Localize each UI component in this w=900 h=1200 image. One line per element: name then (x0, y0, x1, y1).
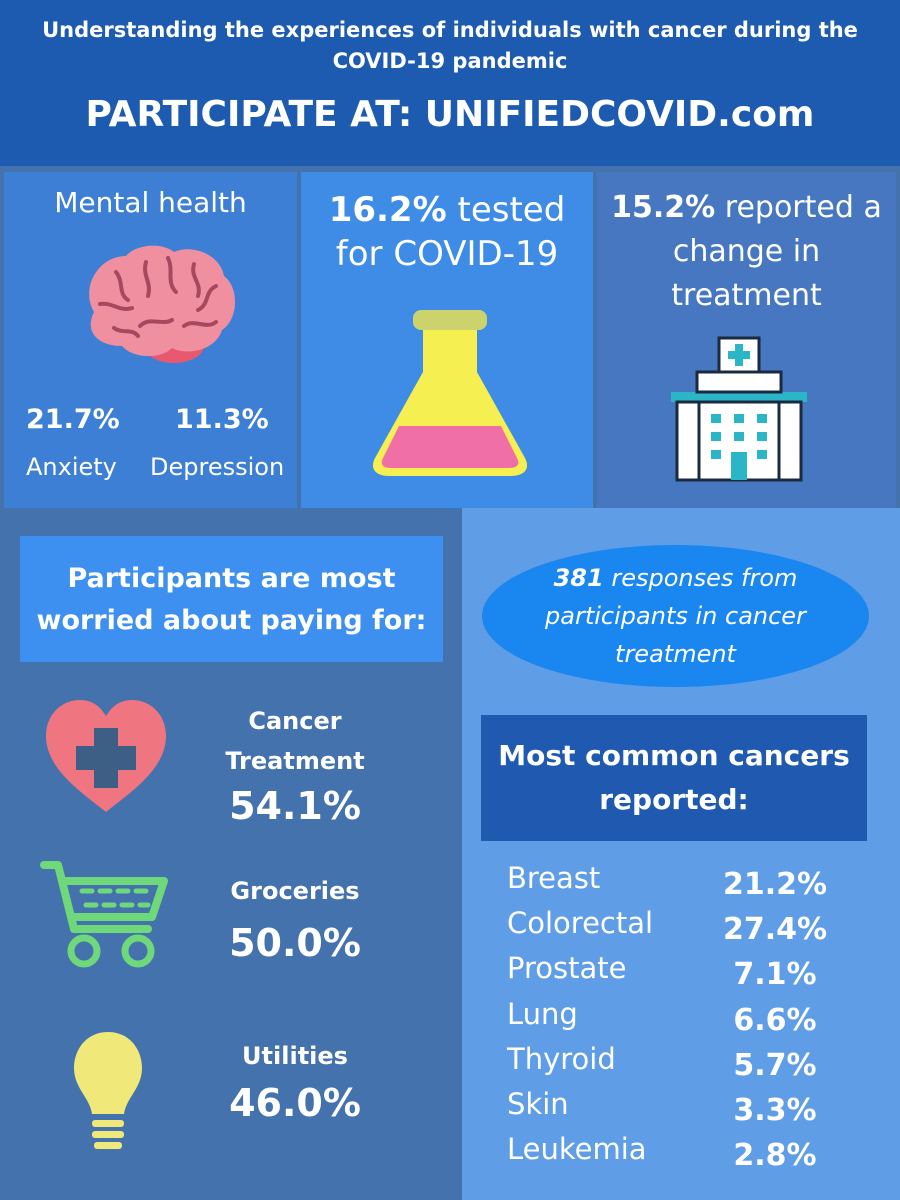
responses-text-3: treatment (615, 640, 736, 668)
shopping-cart-icon (40, 861, 168, 968)
responses-count: 381 (553, 564, 604, 592)
worry-item-label: Cancer Treatment (190, 701, 400, 781)
cancers-heading-box: Most common cancers reported: (481, 715, 867, 841)
cancer-name: Colorectal (507, 906, 654, 940)
cancer-name: Prostate (507, 951, 627, 985)
light-bulb-icon (74, 1032, 142, 1149)
treatment-change-text-3: treatment (671, 278, 822, 313)
tested-text-1: tested (457, 190, 566, 230)
groceries-value: 50.0% (229, 921, 361, 965)
anxiety-label: Anxiety (26, 453, 117, 481)
cancer-value: 5.7% (733, 1048, 817, 1083)
worries-heading-2: worried about paying for: (36, 605, 427, 636)
cancer-value: 2.8% (733, 1138, 817, 1173)
cancer-name: Breast (507, 861, 601, 895)
treatment-change-text-2: change in (672, 234, 821, 269)
responses-text-1: responses from (611, 564, 798, 592)
cancer-value: 6.6% (733, 1003, 817, 1038)
cancer-name: Lung (507, 997, 578, 1031)
responses-line-1: 381 responses from (482, 559, 869, 597)
treatment-change-text: 15.2% reported a change in treatment (597, 186, 896, 318)
treatment-change-text-1: reported a (724, 190, 882, 225)
cancer-value: 7.1% (733, 957, 817, 992)
utilities-value: 46.0% (229, 1081, 361, 1125)
treatment-change-value: 15.2% (611, 190, 716, 225)
header-subtitle: Understanding the experiences of individ… (42, 18, 858, 73)
cancer-treatment-label-2: Treatment (225, 747, 365, 775)
groceries-label: Groceries (230, 877, 360, 905)
cancer-treatment-value: 54.1% (229, 784, 361, 828)
participate-link-text[interactable]: PARTICIPATE AT: UNIFIEDCOVID.com (85, 94, 815, 135)
cancer-treatment-label-1: Cancer (248, 707, 342, 735)
cancers-heading-2: reported: (599, 783, 749, 816)
brain-icon (89, 245, 236, 363)
anxiety-value: 21.7% (26, 404, 120, 435)
hospital-icon (671, 336, 807, 482)
cancer-value: 21.2% (722, 867, 828, 902)
responses-badge: 381 responses from participants in cance… (482, 545, 869, 687)
cancer-name: Skin (507, 1087, 569, 1121)
utilities-label: Utilities (242, 1042, 348, 1070)
header-banner: Understanding the experiences of individ… (0, 0, 900, 166)
mental-health-title: Mental health (54, 186, 247, 219)
tested-value: 16.2% (328, 190, 447, 230)
cancer-name: Leukemia (507, 1132, 647, 1166)
tested-text: 16.2% tested for COVID-19 (301, 188, 593, 276)
depression-value: 11.3% (175, 404, 269, 435)
tested-panel: 16.2% tested for COVID-19 (301, 172, 593, 508)
cancers-heading-1: Most common cancers (498, 739, 850, 772)
flask-icon (372, 310, 528, 476)
worries-heading-1: Participants are most (67, 563, 396, 594)
heart-cross-icon (46, 700, 166, 812)
responses-text-2: participants in cancer (545, 602, 806, 630)
depression-label: Depression (150, 453, 285, 481)
cancer-name: Thyroid (507, 1042, 616, 1076)
treatment-change-panel: 15.2% reported a change in treatment (597, 172, 896, 508)
mental-health-panel: Mental health 21.7% 11.3% Anxiety Depres… (4, 172, 297, 508)
tested-text-2: for COVID-19 (335, 234, 559, 274)
cancer-value: 27.4% (722, 912, 828, 947)
worries-heading-box: Participants are most worried about payi… (20, 536, 443, 662)
cancer-value: 3.3% (733, 1093, 817, 1128)
